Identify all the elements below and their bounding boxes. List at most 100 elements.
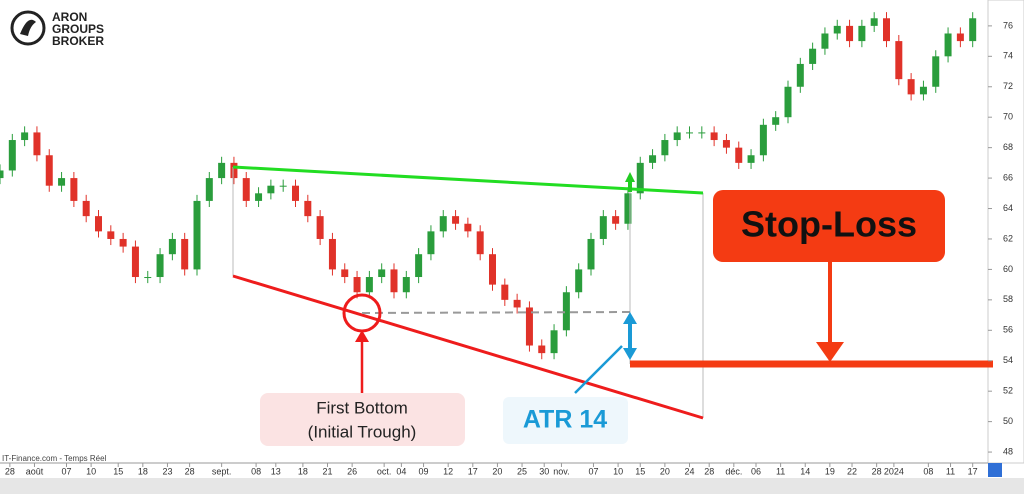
candle-body [612, 216, 620, 224]
x-tick-label: 10 [86, 466, 96, 476]
y-tick-label: 48 [1003, 446, 1013, 456]
candle-body [870, 18, 878, 26]
candle-body [107, 231, 115, 239]
candle-body [156, 254, 164, 278]
x-tick-label: 17 [968, 466, 978, 476]
candle-body [562, 292, 570, 331]
candle-body [242, 178, 250, 201]
stop-loss-label: Stop-Loss [741, 204, 917, 245]
stop-loss-arrow-head [816, 342, 844, 362]
candle-body [181, 238, 189, 270]
x-tick-label: 20 [492, 466, 502, 476]
candle-body [932, 56, 940, 87]
x-tick-label: 11 [946, 466, 955, 476]
candle-body [833, 25, 841, 34]
candle-body [193, 200, 201, 270]
candle-body [82, 200, 90, 217]
logo-text: GROUPS [52, 22, 104, 36]
candle-body [624, 193, 632, 224]
x-tick-label: 06 [751, 466, 761, 476]
candle-body [710, 132, 718, 141]
x-tick-label: 28 [704, 466, 714, 476]
x-tick-label: 25 [517, 466, 527, 476]
x-tick-label: 28 [872, 466, 882, 476]
candle-body [316, 216, 324, 239]
candle-body [476, 231, 484, 255]
candle-body [858, 25, 866, 42]
candle-body [353, 277, 361, 293]
candle-body [944, 33, 952, 57]
x-tick-label: 24 [684, 466, 694, 476]
candle-body [735, 147, 743, 163]
x-tick-label: sept. [212, 466, 232, 476]
candle-body [378, 269, 386, 278]
scroll-button[interactable] [988, 463, 1002, 477]
atr-pointer [574, 345, 623, 394]
y-axis-strip [987, 0, 1024, 464]
logo-leaf [20, 19, 36, 36]
x-tick-label: déc. [725, 466, 742, 476]
candle-body [956, 33, 964, 42]
bottom-level [361, 311, 631, 314]
candle-body [784, 86, 792, 118]
candle-body [328, 238, 336, 270]
candle-body [599, 216, 607, 239]
y-tick-label: 72 [1003, 81, 1013, 91]
x-tick-label: 17 [468, 466, 478, 476]
y-tick-label: 58 [1003, 294, 1013, 304]
x-tick-label: 09 [419, 466, 429, 476]
candle-body [8, 140, 16, 171]
x-tick-label: 2024 [884, 466, 904, 476]
candle-body [390, 269, 398, 293]
first-bottom-label: First Bottom [316, 398, 408, 417]
x-tick-label: oct. [377, 466, 392, 476]
candle-body [439, 216, 447, 232]
candle-body [21, 132, 29, 141]
y-tick-label: 74 [1003, 51, 1013, 61]
upper-trendline [232, 165, 704, 195]
candle-body [464, 223, 472, 232]
candle-body [45, 155, 53, 186]
logo-text: ARON [52, 10, 87, 24]
candle-body [279, 185, 287, 187]
candle-body [58, 178, 66, 186]
candle-body [501, 284, 509, 300]
stop-loss-box [713, 190, 945, 262]
x-tick-label: 28 [5, 466, 15, 476]
x-tick-label: 22 [847, 466, 857, 476]
candle-body [168, 238, 176, 255]
atr-label: ATR 14 [523, 406, 607, 434]
x-tick-label: 20 [660, 466, 670, 476]
x-tick-label: 07 [588, 466, 598, 476]
x-tick-label: nov. [553, 466, 569, 476]
toolbar [0, 478, 1024, 494]
candle-body [131, 246, 139, 278]
x-tick-label: 14 [800, 466, 810, 476]
x-tick-label: 10 [613, 466, 623, 476]
x-tick-label: 08 [923, 466, 933, 476]
candle-body [489, 254, 496, 285]
y-tick-label: 54 [1003, 355, 1013, 365]
y-tick-label: 60 [1003, 264, 1013, 274]
candle-body [95, 216, 102, 232]
candle-body [550, 330, 558, 354]
candle-body [575, 269, 583, 293]
candle-body [846, 25, 854, 42]
candle-body [525, 307, 533, 346]
candle-body [415, 254, 423, 278]
candle-body [402, 277, 410, 293]
candle-body [304, 200, 312, 217]
candle-body [538, 345, 546, 354]
y-tick-label: 76 [1003, 20, 1013, 30]
atr-arrow-heads [623, 312, 637, 360]
candle-body [698, 132, 706, 134]
candle-body [587, 238, 595, 270]
candle-body [292, 185, 299, 201]
candle-body [33, 132, 41, 156]
candle-body [686, 132, 693, 134]
x-tick-label: 18 [138, 466, 148, 476]
candle-body [895, 41, 903, 80]
candle-body [70, 178, 78, 201]
y-tick-label: 62 [1003, 233, 1013, 243]
